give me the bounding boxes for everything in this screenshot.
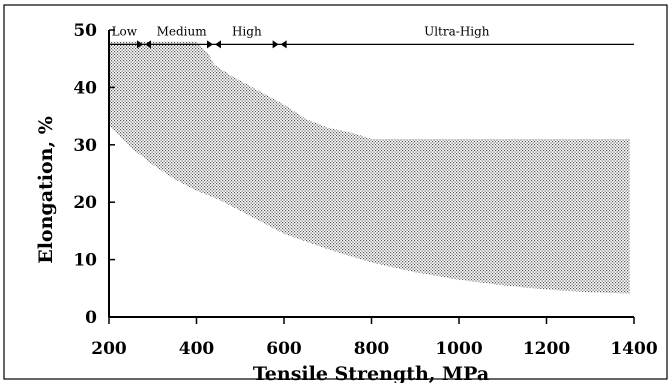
x-tick-label: 800 (354, 339, 390, 359)
class-boundary-arrow (207, 40, 213, 49)
strength-class-label: Low (112, 24, 138, 38)
y-tick-label: 0 (85, 308, 97, 328)
y-tick-label: 30 (73, 136, 97, 156)
x-tick-label: 1400 (610, 339, 657, 359)
class-boundary-arrow (215, 40, 221, 49)
x-tick-label: 400 (179, 339, 215, 359)
x-axis-ticks: 200 400 600 800 1000 1200 1400 (91, 317, 658, 359)
y-tick-label: 10 (73, 251, 97, 271)
class-boundary-arrow (145, 40, 151, 49)
figure-frame (3, 4, 668, 380)
x-tick-label: 1000 (435, 339, 482, 359)
y-axis-ticks: 0 10 20 30 40 50 (73, 21, 115, 328)
x-tick-label: 1200 (523, 339, 570, 359)
x-tick-label: 600 (266, 339, 302, 359)
y-axis-title: Elongation, % (35, 116, 57, 264)
class-boundary-arrow (280, 40, 287, 49)
elongation-band (109, 41, 630, 294)
x-axis-title: Tensile Strength, MPa (253, 363, 489, 383)
class-boundary-arrow (272, 40, 279, 49)
class-boundary-arrow (137, 40, 143, 49)
y-tick-label: 20 (73, 193, 97, 213)
strength-class-bar: Low Medium High Ultra-High (109, 24, 634, 49)
y-tick-label: 40 (73, 78, 97, 98)
strength-class-label: Medium (157, 24, 208, 38)
x-tick-label: 200 (91, 339, 127, 359)
y-tick-label: 50 (73, 21, 97, 41)
strength-class-label: Ultra-High (424, 24, 490, 38)
strength-class-label: High (232, 24, 262, 38)
